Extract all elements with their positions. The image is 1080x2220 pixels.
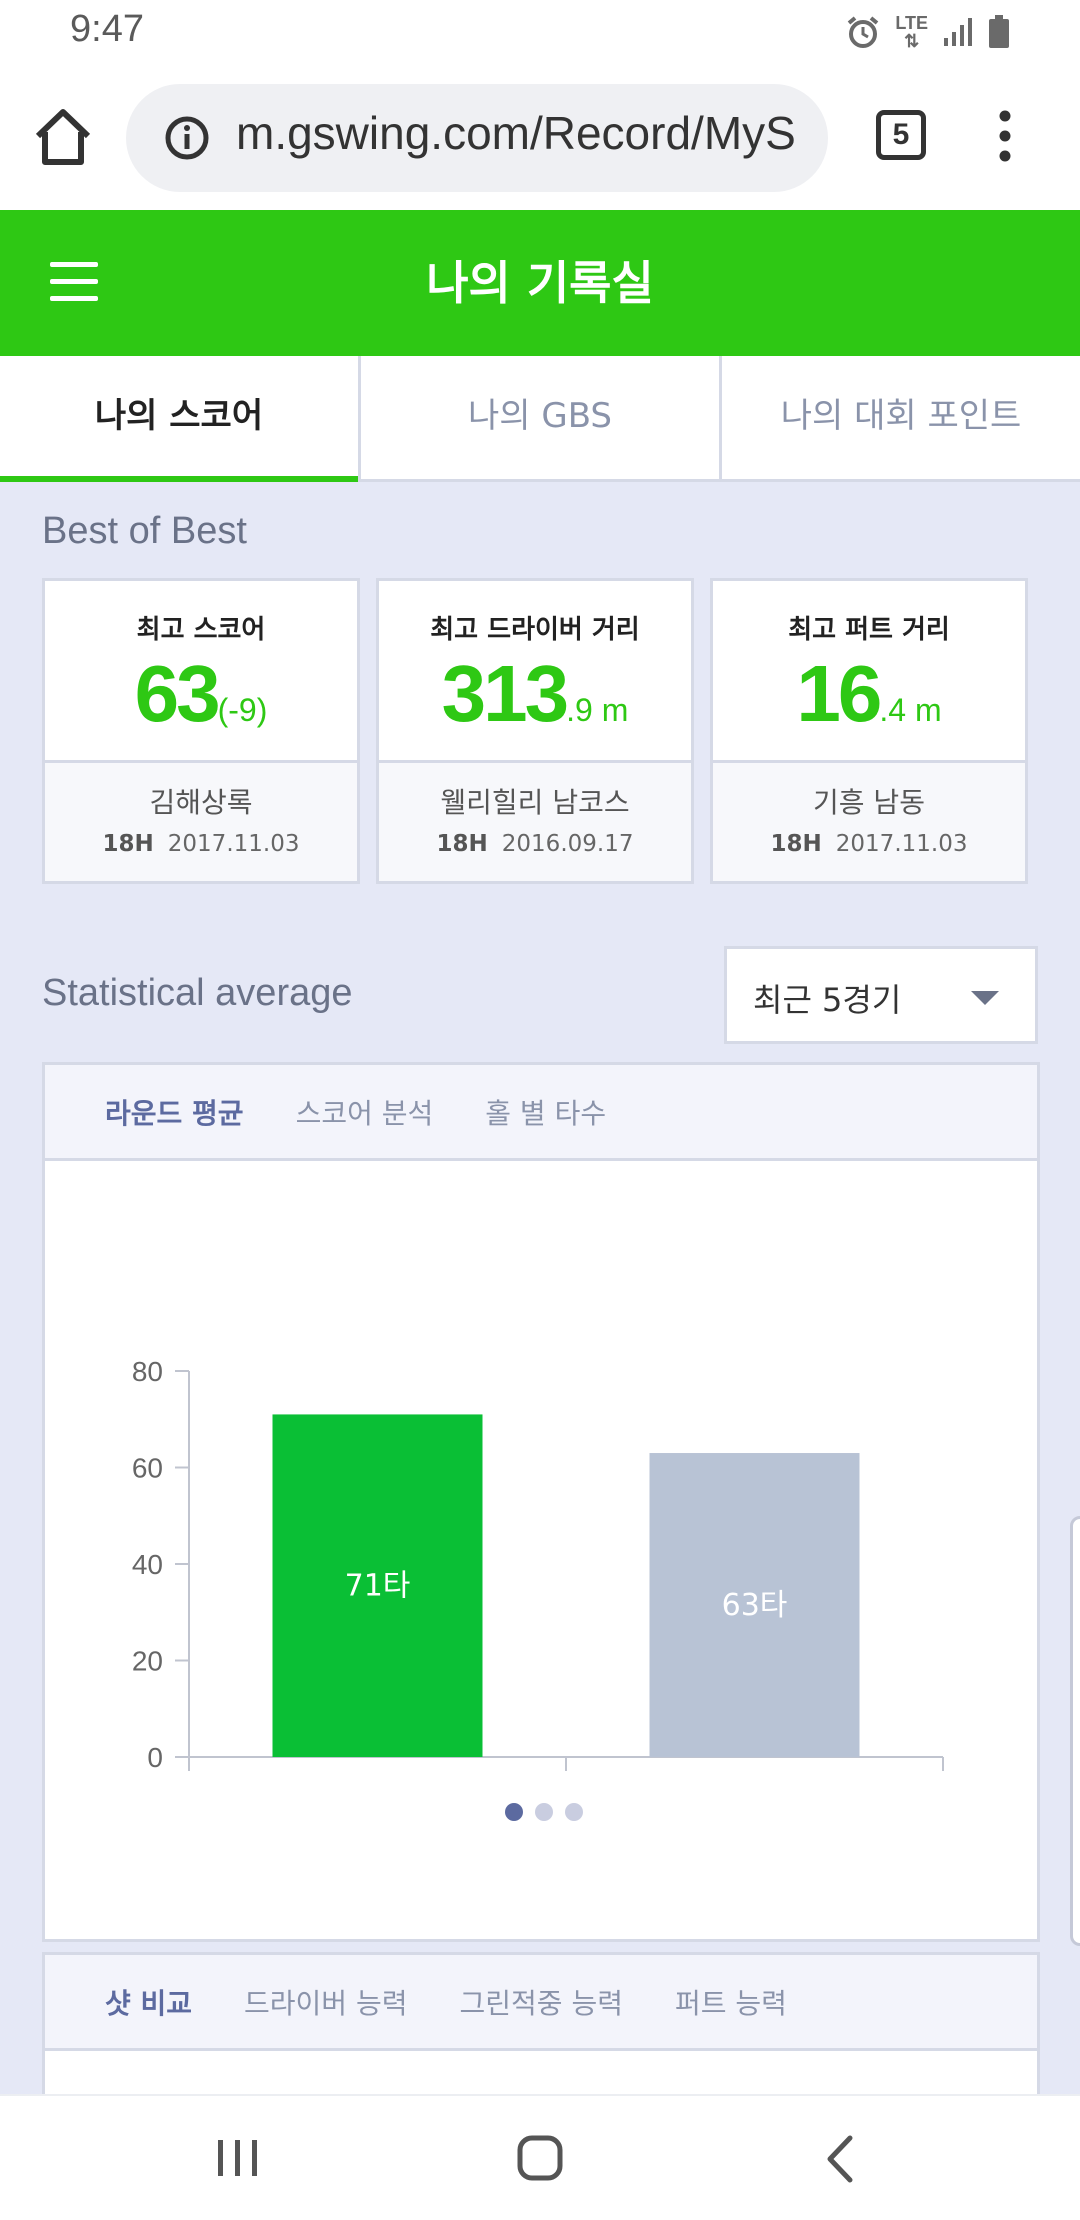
subtab-green-hit-ability[interactable]: 그린적중 능력 <box>459 1986 623 2020</box>
lte-indicator: LTE ⇅ <box>895 13 928 51</box>
recent-apps-icon[interactable] <box>208 2132 268 2186</box>
best-card-meta: 18H 2016.09.17 <box>436 831 634 857</box>
app-header: 나의 기록실 <box>0 210 1080 356</box>
best-card-course: 웰리힐리 남코스 <box>440 786 630 819</box>
best-card-putt: 최고 퍼트 거리 16.4 m 기흥 남동 18H 2017.11.03 <box>710 578 1028 884</box>
page-title: 나의 기록실 <box>426 256 654 310</box>
best-card-label: 최고 스코어 <box>136 615 266 645</box>
shot-panel: 샷 비교 드라이버 능력 그린적중 능력 퍼트 능력 <box>42 1952 1040 2094</box>
subtab-driver-ability[interactable]: 드라이버 능력 <box>244 1986 408 2020</box>
carousel-dot[interactable] <box>565 1803 583 1821</box>
signal-icon <box>944 18 972 46</box>
url-text: m.gswing.com/Record/MyS <box>236 107 796 159</box>
browser-toolbar: m.gswing.com/Record/MyS 5 <box>0 64 1080 210</box>
bar-data-label: 63타 <box>722 1588 788 1623</box>
alarm-icon <box>848 16 879 48</box>
bar-2 <box>649 1453 860 1757</box>
best-card-course: 김해상록 <box>149 786 253 819</box>
bar-1 <box>272 1414 483 1757</box>
address-bar[interactable]: m.gswing.com/Record/MyS <box>126 84 828 192</box>
subtab-putt-ability[interactable]: 퍼트 능력 <box>674 1986 787 2020</box>
chart-panel: 라운드 평균 스코어 분석 홀 별 타수 02040608071타평균63타베스… <box>42 1062 1040 1942</box>
y-tick-label: 0 <box>147 1742 163 1773</box>
period-dropdown[interactable]: 최근 5경기 <box>724 946 1038 1044</box>
best-card-score: 최고 스코어 63(-9) 김해상록 18H 2017.11.03 <box>42 578 360 884</box>
carousel-pagination <box>505 1803 583 1821</box>
subtab-round-average[interactable]: 라운드 평균 <box>105 1096 244 1130</box>
subtab-score-analysis[interactable]: 스코어 분석 <box>295 1096 434 1130</box>
status-icons: LTE ⇅ <box>845 12 1010 52</box>
statistical-average-title: Statistical average <box>42 972 353 1014</box>
tab-my-gbs[interactable]: 나의 GBS <box>361 356 722 479</box>
best-card-value: 63(-9) <box>134 649 268 738</box>
more-options-icon[interactable] <box>990 108 1020 164</box>
y-tick-label: 60 <box>132 1453 163 1484</box>
best-card-meta: 18H 2017.11.03 <box>770 831 968 857</box>
tab-my-tournament-points[interactable]: 나의 대회 포인트 <box>780 396 1022 436</box>
status-bar: 9:47 LTE ⇅ <box>0 0 1080 64</box>
status-time: 9:47 <box>70 8 144 50</box>
best-card-label: 최고 퍼트 거리 <box>788 615 950 645</box>
carousel-dot[interactable] <box>505 1803 523 1821</box>
best-card-value: 16.4 m <box>796 649 942 738</box>
chart-subtabs: 라운드 평균 스코어 분석 홀 별 타수 <box>45 1065 1037 1161</box>
info-icon[interactable] <box>164 115 210 161</box>
best-card-meta: 18H 2017.11.03 <box>102 831 300 857</box>
tab-switcher-button[interactable]: 5 <box>876 110 926 160</box>
main-tabs: 나의 스코어 나의 GBS 나의 대회 포인트 <box>0 356 1080 482</box>
subtab-strokes-per-hole[interactable]: 홀 별 타수 <box>485 1096 607 1130</box>
best-card-label: 최고 드라이버 거리 <box>430 615 640 645</box>
shot-subtabs: 샷 비교 드라이버 능력 그린적중 능력 퍼트 능력 <box>45 1955 1037 2051</box>
period-dropdown-value: 최근 5경기 <box>753 981 902 1019</box>
y-tick-label: 40 <box>132 1549 163 1580</box>
content-area: Best of Best 최고 스코어 63(-9) 김해상록 18H 2017.… <box>0 482 1080 2094</box>
tab-my-score[interactable]: 나의 스코어 <box>0 356 361 482</box>
home-nav-icon[interactable] <box>510 2132 570 2186</box>
home-icon[interactable] <box>30 104 96 170</box>
y-tick-label: 20 <box>132 1646 163 1677</box>
back-icon[interactable] <box>812 2132 872 2186</box>
best-card-course: 기흥 남동 <box>813 786 925 819</box>
hamburger-menu-icon[interactable] <box>50 262 98 302</box>
chevron-down-icon <box>971 991 999 1005</box>
bar-chart: 02040608071타평균63타베스트 <box>132 1356 944 1773</box>
subtab-shot-comparison[interactable]: 샷 비교 <box>105 1986 193 2020</box>
system-nav-bar <box>0 2094 1080 2220</box>
bar-data-label: 71타 <box>345 1569 411 1604</box>
side-panel-handle[interactable] <box>1070 1516 1080 1946</box>
battery-icon <box>989 15 1009 48</box>
best-cards: 최고 스코어 63(-9) 김해상록 18H 2017.11.03 최고 드라이버… <box>42 578 1030 884</box>
best-card-value: 313.9 m <box>441 649 629 738</box>
y-tick-label: 80 <box>132 1356 163 1387</box>
carousel-dot[interactable] <box>535 1803 553 1821</box>
best-card-driver: 최고 드라이버 거리 313.9 m 웰리힐리 남코스 18H 2016.09.1… <box>376 578 694 884</box>
best-of-best-title: Best of Best <box>42 510 247 552</box>
